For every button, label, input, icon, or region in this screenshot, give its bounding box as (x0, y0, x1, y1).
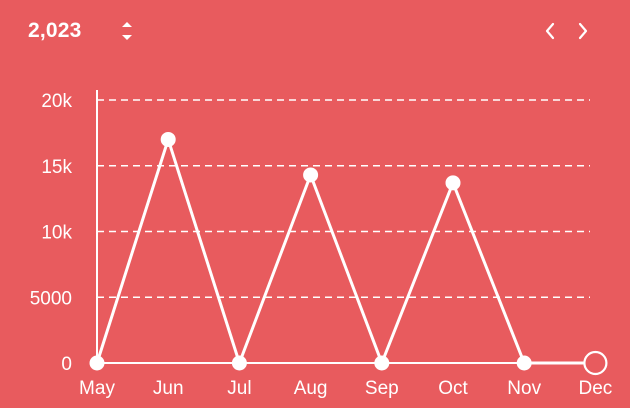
x-tick-label: Aug (294, 378, 328, 399)
data-point[interactable] (160, 131, 176, 147)
selected-data-point[interactable] (583, 350, 608, 376)
data-point[interactable] (89, 355, 105, 371)
previous-button[interactable] (538, 18, 562, 44)
year-label: 2,023 (28, 19, 82, 42)
data-point[interactable] (445, 175, 461, 191)
y-tick-label: 15k (41, 157, 72, 178)
y-tick-label: 0 (61, 354, 72, 375)
x-tick-label: Oct (438, 378, 468, 399)
next-button[interactable] (571, 18, 595, 44)
chevron-right-icon (578, 22, 588, 40)
x-tick-label: Nov (507, 378, 541, 399)
data-point[interactable] (303, 167, 319, 183)
x-tick-label: Jun (153, 378, 184, 399)
year-stepper[interactable] (116, 16, 138, 46)
y-tick-label: 5000 (30, 288, 72, 309)
y-tick-label: 20k (41, 91, 72, 112)
y-tick-label: 10k (41, 223, 72, 244)
data-point[interactable] (374, 355, 390, 371)
series-line (95, 134, 596, 368)
chevron-left-icon (545, 22, 555, 40)
chart-header: 2,023 (0, 0, 630, 64)
up-down-chevron-icon (122, 22, 132, 40)
x-tick-label: Jul (227, 378, 251, 399)
data-point[interactable] (516, 355, 532, 371)
data-point[interactable] (231, 355, 247, 371)
x-tick-label: Sep (365, 378, 399, 399)
x-tick-label: Dec (579, 378, 613, 399)
x-tick-label: May (79, 378, 115, 399)
